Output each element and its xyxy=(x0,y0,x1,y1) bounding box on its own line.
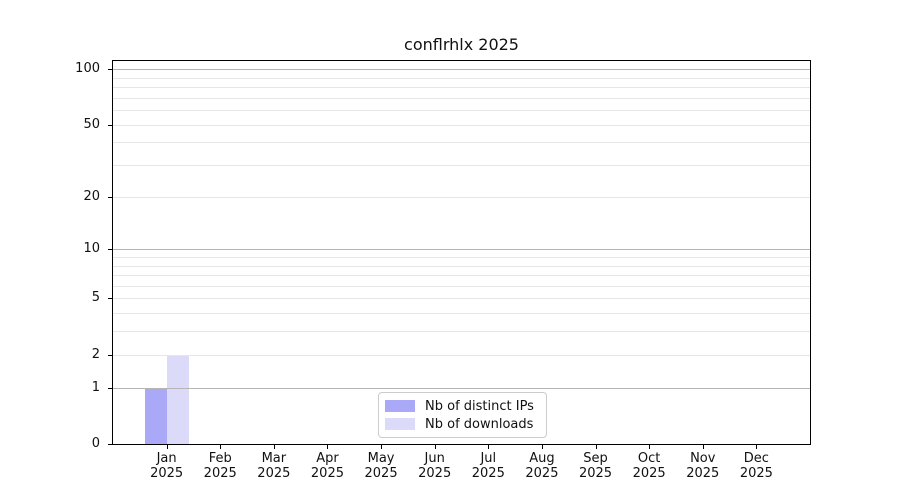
gridline-y-80 xyxy=(113,87,810,89)
x-tick-apr xyxy=(327,444,329,449)
gridline-y-9 xyxy=(113,257,810,258)
x-tick-label-may: May 2025 xyxy=(354,451,408,481)
gridline-y-2 xyxy=(113,354,810,356)
x-tick-label-oct: Oct 2025 xyxy=(622,451,676,481)
x-tick-month: May xyxy=(367,451,395,466)
y-tick-20 xyxy=(108,196,113,198)
x-tick-label-mar: Mar 2025 xyxy=(247,451,301,481)
x-tick-year: 2025 xyxy=(364,466,398,481)
gridline-y-50 xyxy=(113,124,810,126)
gridline-y-5 xyxy=(113,298,810,300)
x-tick-year: 2025 xyxy=(418,466,452,481)
gridline-y-6 xyxy=(113,285,810,287)
x-tick-nov xyxy=(702,444,704,449)
x-tick-feb xyxy=(220,444,222,449)
gridline-y-4 xyxy=(113,313,810,315)
gridline-y-7 xyxy=(113,275,810,277)
legend-swatch-icon xyxy=(385,418,415,430)
x-tick-year: 2025 xyxy=(257,466,291,481)
y-tick-0 xyxy=(108,444,113,445)
x-tick-year: 2025 xyxy=(471,466,505,481)
y-tick-label-100: 100 xyxy=(75,61,100,77)
x-tick-month: Feb xyxy=(208,451,232,466)
x-tick-month: Apr xyxy=(316,451,339,466)
y-tick-label-10: 10 xyxy=(83,241,100,257)
bar-nb-of-distinct-ips xyxy=(144,387,167,444)
x-tick-month: Sep xyxy=(583,451,608,466)
y-tick-label-2: 2 xyxy=(91,346,100,362)
gridline-y-20 xyxy=(113,196,810,198)
legend: Nb of distinct IPs Nb of downloads xyxy=(378,392,547,438)
x-tick-month: Jun xyxy=(424,451,445,466)
x-tick-year: 2025 xyxy=(310,466,344,481)
x-tick-label-feb: Feb 2025 xyxy=(193,451,247,481)
x-tick-label-nov: Nov 2025 xyxy=(676,451,730,481)
y-tick-label-1: 1 xyxy=(91,379,100,395)
chart-title: conflrhlx 2025 xyxy=(404,35,519,54)
gridline-y-1 xyxy=(113,387,810,389)
x-tick-label-jun: Jun 2025 xyxy=(408,451,462,481)
x-tick-year: 2025 xyxy=(203,466,237,481)
x-tick-label-aug: Aug 2025 xyxy=(515,451,569,481)
y-tick-label-5: 5 xyxy=(91,290,100,306)
x-tick-label-sep: Sep 2025 xyxy=(569,451,623,481)
x-tick-jul xyxy=(488,444,490,449)
x-tick-month: Nov xyxy=(690,451,716,466)
x-tick-month: Mar xyxy=(261,451,287,466)
y-tick-label-50: 50 xyxy=(83,116,100,132)
gridline-y-8 xyxy=(113,265,810,267)
legend-label: Nb of distinct IPs xyxy=(425,398,534,414)
x-tick-month: Aug xyxy=(529,451,555,466)
x-tick-aug xyxy=(541,444,543,449)
x-tick-year: 2025 xyxy=(150,466,184,481)
x-tick-label-apr: Apr 2025 xyxy=(300,451,354,481)
y-tick-100 xyxy=(108,69,113,71)
legend-swatch-icon xyxy=(385,400,415,412)
x-tick-month: Dec xyxy=(743,451,769,466)
x-tick-year: 2025 xyxy=(578,466,613,481)
x-tick-oct xyxy=(649,444,651,449)
x-tick-jan xyxy=(166,444,168,449)
gridline-y-70 xyxy=(113,97,810,99)
y-tick-label-0: 0 xyxy=(91,436,100,451)
x-tick-dec xyxy=(756,444,758,449)
y-tick-5 xyxy=(108,298,113,300)
x-tick-month: Jul xyxy=(480,451,497,466)
x-tick-month: Jan xyxy=(156,451,177,466)
x-tick-mar xyxy=(273,444,275,449)
x-tick-year: 2025 xyxy=(525,466,559,481)
x-tick-label-jul: Jul 2025 xyxy=(461,451,515,481)
x-tick-jun xyxy=(434,444,436,449)
y-tick-2 xyxy=(108,354,113,356)
gridline-y-3 xyxy=(113,331,810,333)
x-tick-may xyxy=(381,444,383,449)
x-tick-year: 2025 xyxy=(632,466,666,481)
x-tick-year: 2025 xyxy=(686,466,720,481)
gridline-y-100 xyxy=(113,69,810,71)
legend-item: Nb of downloads xyxy=(385,415,538,433)
legend-label: Nb of downloads xyxy=(425,416,534,432)
gridline-y-40 xyxy=(113,142,810,144)
gridline-y-60 xyxy=(113,110,810,112)
gridline-y-90 xyxy=(113,77,810,79)
y-tick-1 xyxy=(108,387,113,389)
x-tick-year: 2025 xyxy=(739,466,773,481)
gridline-y-10 xyxy=(113,249,810,251)
x-tick-month: Oct xyxy=(637,451,661,466)
y-tick-10 xyxy=(108,249,113,251)
x-tick-label-dec: Dec 2025 xyxy=(729,451,783,481)
bar-nb-of-downloads xyxy=(166,354,189,444)
y-tick-50 xyxy=(108,124,113,126)
x-tick-label-jan: Jan 2025 xyxy=(140,451,194,481)
y-tick-label-20: 20 xyxy=(83,188,100,204)
legend-item: Nb of distinct IPs xyxy=(385,397,538,415)
x-tick-sep xyxy=(595,444,597,449)
gridline-y-30 xyxy=(113,165,810,167)
